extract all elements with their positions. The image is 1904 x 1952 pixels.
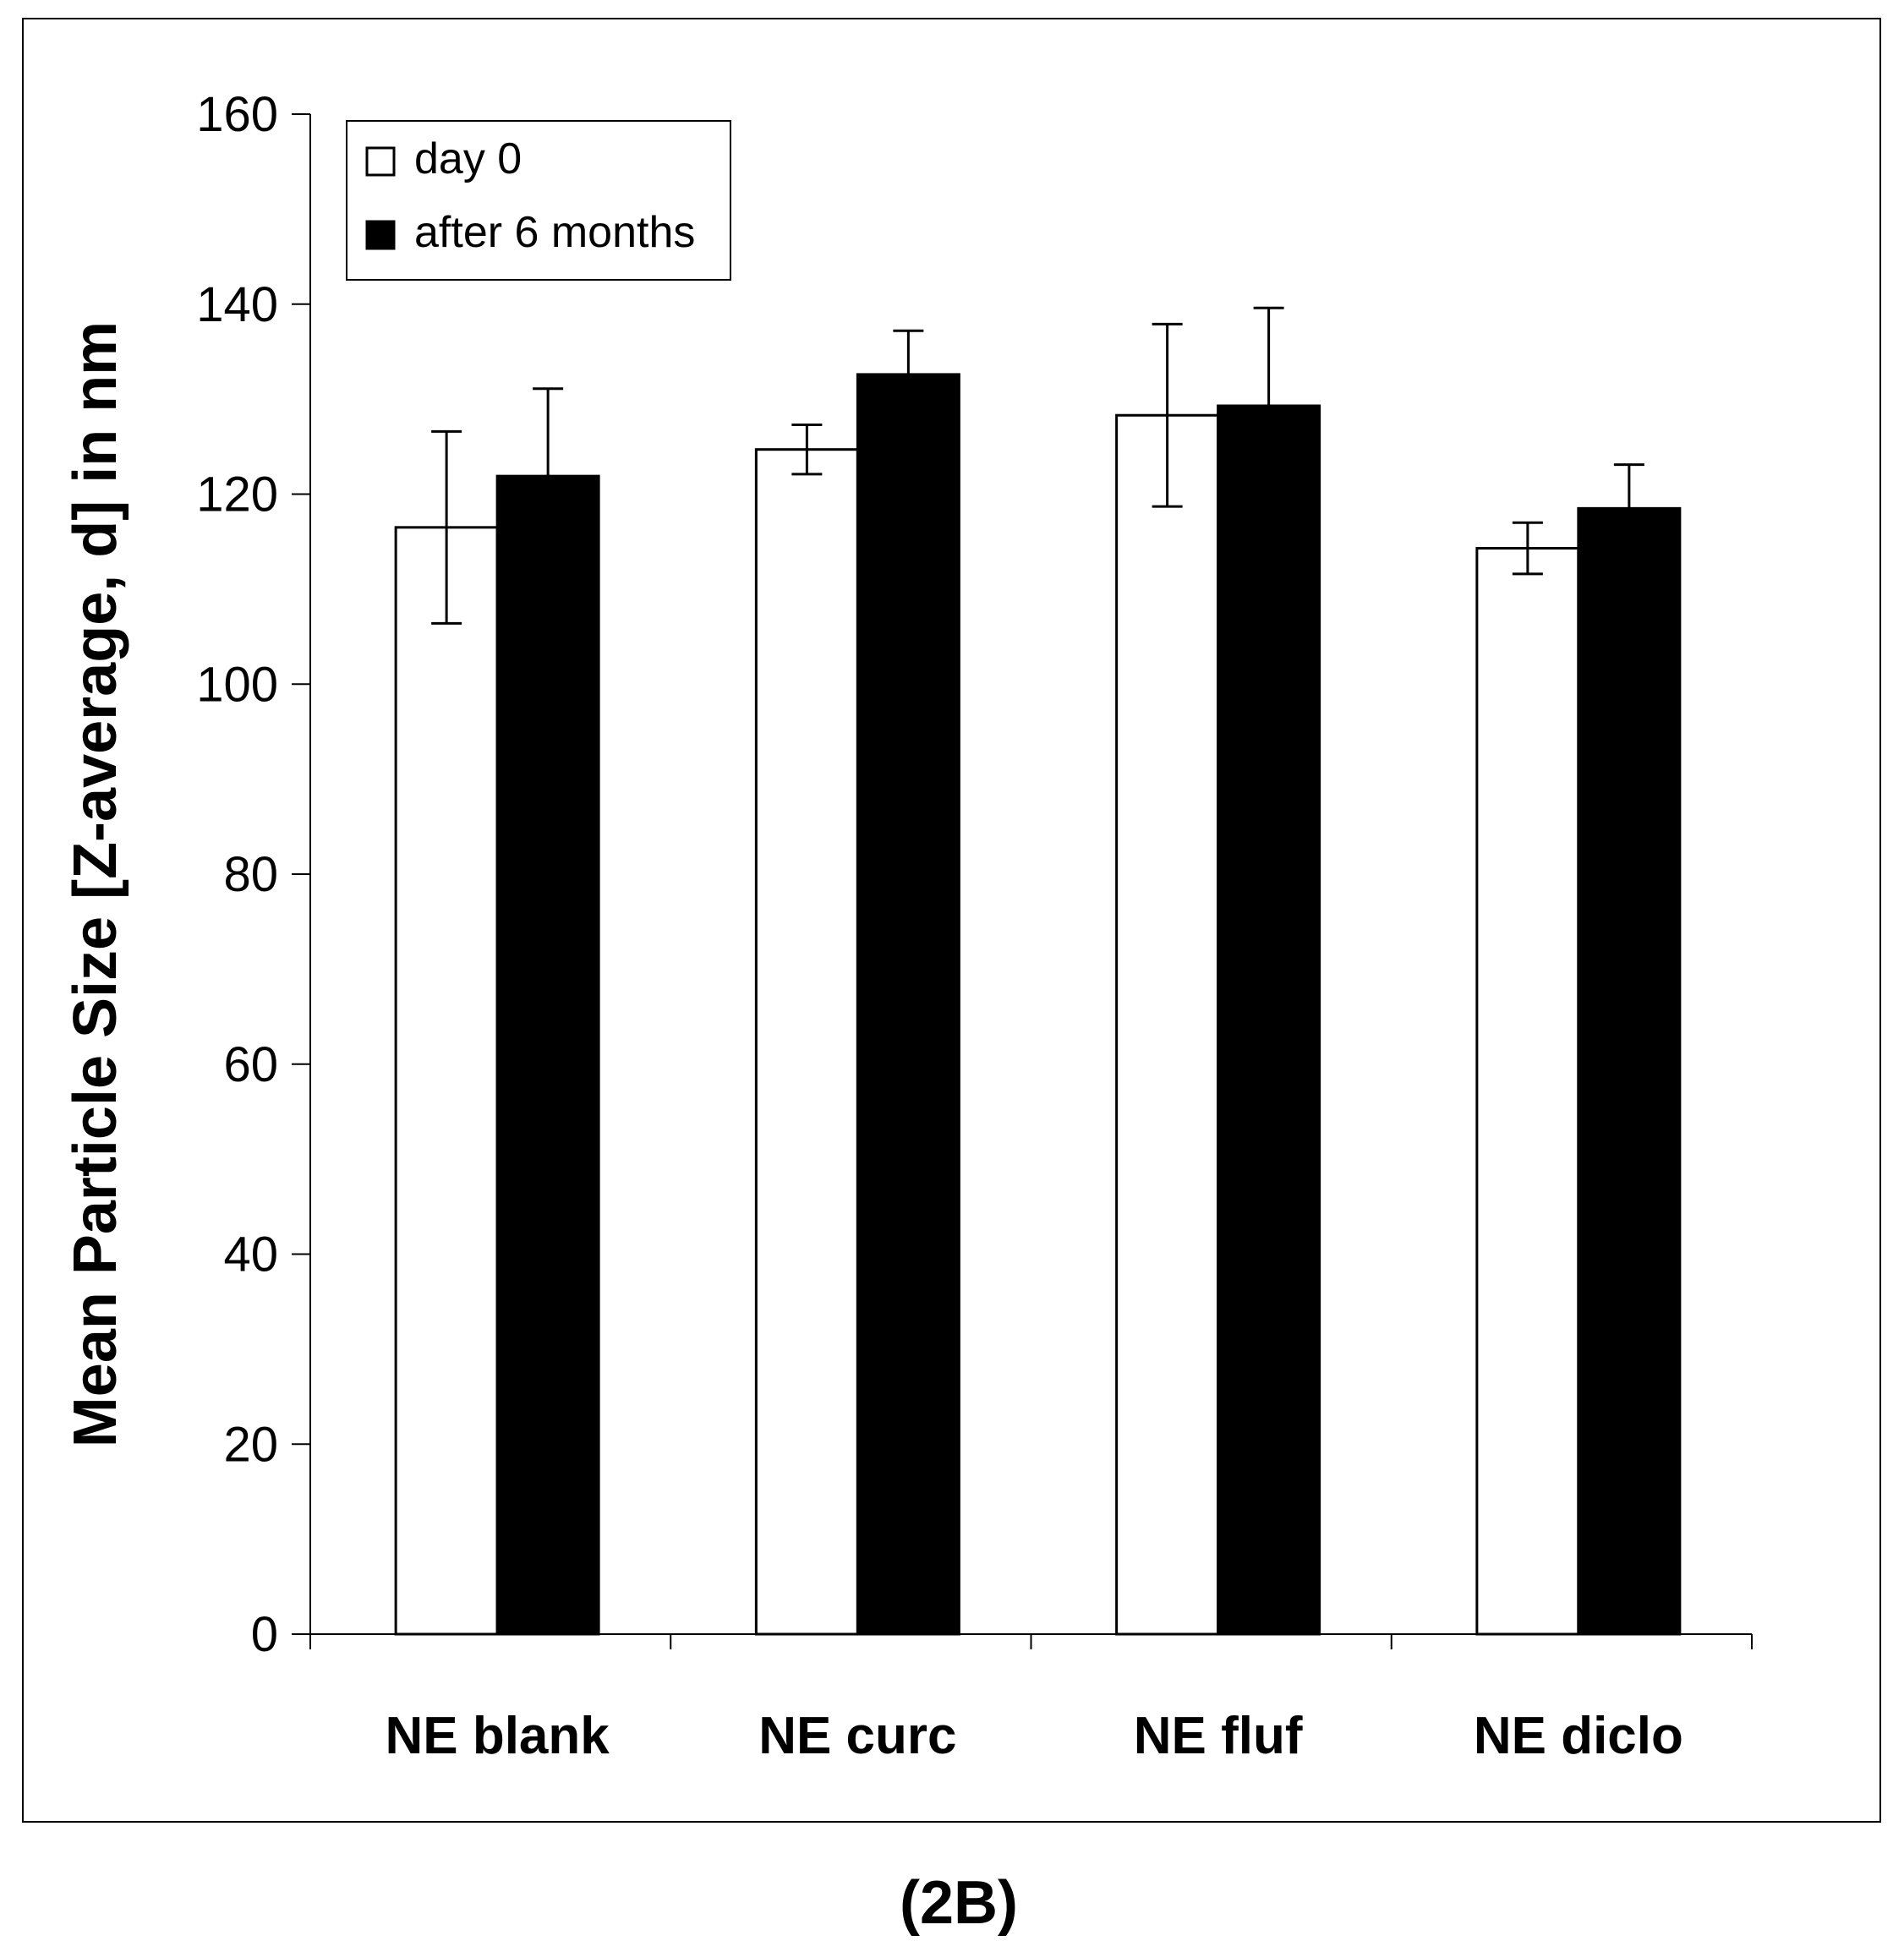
y-tick-label: 160 (196, 87, 278, 142)
bar-after-6-months-NE-fluf (1217, 404, 1321, 1636)
bar-day-0-NE-diclo (1475, 547, 1580, 1636)
y-tick-label: 60 (223, 1037, 278, 1092)
bar-day-0-NE-fluf (1115, 413, 1220, 1636)
x-category-label: NE blank (385, 1707, 610, 1765)
bar-marks (394, 373, 1682, 1636)
y-axis-ticks: 0 20 40 60 80 100 120 140 160 (196, 87, 311, 1662)
x-category-label: NE fluf (1134, 1707, 1303, 1765)
y-tick-label: 0 (251, 1607, 278, 1662)
legend-label-after-6-months: after 6 months (414, 208, 695, 257)
y-tick-label: 80 (223, 847, 278, 902)
bar-day-0-NE-curc (754, 448, 859, 1636)
y-tick-label: 40 (223, 1228, 278, 1282)
legend: day 0 after 6 months (346, 120, 731, 281)
y-tick-label: 100 (196, 657, 278, 712)
x-category-label: NE curc (758, 1707, 956, 1765)
bar-after-6-months-NE-diclo (1577, 506, 1682, 1636)
x-category-label: NE diclo (1474, 1707, 1683, 1765)
x-axis: NE blank NE curc NE fluf NE diclo (309, 1633, 1753, 1765)
legend-swatch-day-0 (365, 146, 396, 177)
legend-box (346, 120, 731, 281)
legend-swatch-after-6-months (365, 220, 396, 250)
y-tick-label: 20 (223, 1417, 278, 1472)
bar-day-0-NE-blank (394, 526, 499, 1636)
bar-after-6-months-NE-blank (495, 474, 600, 1636)
figure-caption: (2B) (900, 1869, 1018, 1937)
y-tick-label: 120 (196, 467, 278, 522)
y-tick-label: 140 (196, 277, 278, 332)
y-axis-title: Mean Particle Size [Z-average, d] in nm (62, 321, 129, 1447)
bar-after-6-months-NE-curc (856, 373, 960, 1636)
legend-label-day-0: day 0 (414, 134, 522, 183)
error-bar-marks (431, 306, 1644, 625)
